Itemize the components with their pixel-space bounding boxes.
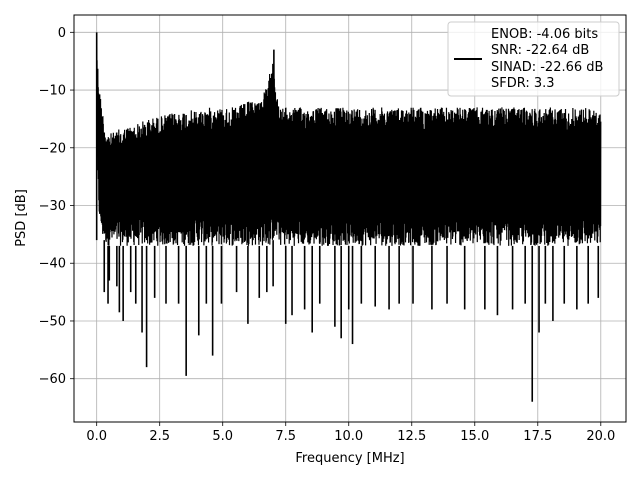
legend-box	[447, 21, 620, 97]
x-tick-label: 15.0	[460, 429, 489, 444]
y-tick-label: −10	[39, 84, 66, 99]
legend-text-sinad: SINAD: -22.66 dB	[491, 60, 603, 75]
legend-text-sfdr: SFDR: 3.3	[491, 76, 555, 91]
y-tick-label: −30	[39, 199, 66, 214]
series-group	[95, 32, 602, 402]
x-tick-label: 5.0	[212, 429, 233, 444]
x-tick-label: 0.0	[86, 429, 107, 444]
x-tick-label: 2.5	[149, 429, 170, 444]
x-axis: 0.0 2.5 5.0 7.5 10.0 12.5 15.0 17.5 20.0	[86, 422, 615, 444]
y-tick-label: −40	[39, 257, 66, 272]
y-tick-label: −50	[39, 314, 66, 329]
psd-trace	[96, 47, 602, 246]
x-tick-label: 10.0	[334, 429, 363, 444]
legend-text-snr: SNR: -22.64 dB	[491, 43, 589, 58]
y-axis: 0 −10 −20 −30 −40 −50 −60	[39, 26, 74, 387]
x-tick-label: 7.5	[275, 429, 296, 444]
axes-frame	[73, 14, 627, 423]
legend: ENOB: -4.06 bits SNR: -22.64 dB SINAD: -…	[447, 21, 620, 97]
x-axis-label: Frequency [MHz]	[295, 451, 404, 466]
plot-area	[95, 32, 602, 402]
y-tick-label: −60	[39, 372, 66, 387]
x-tick-label: 20.0	[586, 429, 615, 444]
y-tick-label: 0	[58, 26, 66, 41]
y-axis-label: PSD [dB]	[14, 189, 29, 247]
y-tick-label: −20	[39, 141, 66, 156]
x-tick-label: 17.5	[523, 429, 552, 444]
x-tick-label: 12.5	[397, 429, 426, 444]
legend-text-enob: ENOB: -4.06 bits	[491, 27, 598, 42]
